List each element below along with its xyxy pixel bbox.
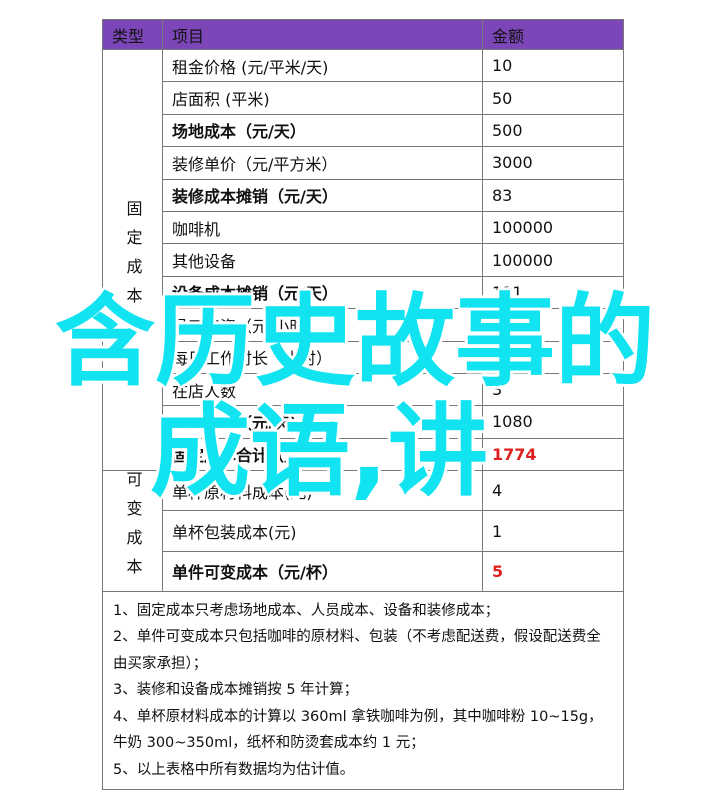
header-cell: 类型 xyxy=(102,19,163,50)
table-row: 单件可变成本（元/杯） 5 xyxy=(103,550,624,593)
table-row: 设备成本摊销（元/天） 111 xyxy=(103,275,624,310)
item-cell: 租金价格 (元/平米/天) xyxy=(162,48,483,83)
amount-cell: 30 xyxy=(482,308,624,342)
group-label: 可变成本 xyxy=(123,471,143,588)
header-row: 类型 项目 金额 xyxy=(102,19,624,50)
note: 3、装修和设备成本摊销按 5 年计算； xyxy=(113,682,359,699)
note: 2、单件可变成本只包括咖啡的原材料、包装（不考虑配送费，假设配送费全由买家承担）… xyxy=(113,629,601,672)
table-row: 其他设备 100000 xyxy=(103,243,624,277)
item-cell: 单件可变成本（元/杯） xyxy=(162,550,483,593)
amount-cell: 100000 xyxy=(482,243,624,277)
amount-cell: 4 xyxy=(482,470,624,512)
table-row: 装修成本摊销（元/天） 83 xyxy=(103,178,624,212)
header-cell: 金额 xyxy=(482,19,624,50)
item-cell: 场地成本（元/天） xyxy=(162,113,483,148)
note: 1、固定成本只考虑场地成本、人员成本、设备和装修成本； xyxy=(113,603,500,620)
item-cell: 单杯原材料成本(元) xyxy=(162,470,483,512)
table-row: 咖啡机 100000 xyxy=(103,210,624,245)
watermark: 成语,讲 xyxy=(150,393,488,510)
item-cell: 固定成本合计（元/天） xyxy=(162,437,483,472)
table-row: 单杯包装成本(元) 1 xyxy=(103,510,624,552)
table-row: 场地成本（元/天） 500 xyxy=(103,113,624,148)
table-row: 固定成本合计（元/天） 1774 xyxy=(103,437,624,472)
amount-cell: 5 xyxy=(482,550,624,593)
item-cell: 单杯包装成本(元) xyxy=(162,510,483,552)
header-cell: 项目 xyxy=(162,19,483,50)
notes-row: 1、固定成本只考虑场地成本、人员成本、设备和装修成本； 2、单件可变成本只包括咖啡… xyxy=(102,591,624,790)
item-cell: 其他设备 xyxy=(162,243,483,277)
amount-cell: 111 xyxy=(482,275,624,310)
item-cell: 咖啡机 xyxy=(162,210,483,245)
amount-cell: 10 xyxy=(482,48,624,83)
cost-table: 类型 项目 金额固定成本 租金价格 (元/平米/天) 10 店面积 (平米) 50 场地成本（… xyxy=(102,19,624,790)
table-row: 装修单价（元/平方米） 3000 xyxy=(103,146,624,180)
amount-cell: 1 xyxy=(482,510,624,552)
amount-cell: 3000 xyxy=(482,146,624,180)
amount-cell: 500 xyxy=(482,113,624,148)
group-cell: 可变成本 xyxy=(102,470,163,593)
watermark: 含历史故事的 xyxy=(55,283,655,400)
table-row: 在店人数 3 xyxy=(103,372,624,407)
table-row: 固定成本 租金价格 (元/平米/天) 10 xyxy=(102,48,624,472)
group-cell: 固定成本 xyxy=(102,48,163,472)
amount-cell: 50 xyxy=(482,81,624,115)
notes-cell: 1、固定成本只考虑场地成本、人员成本、设备和装修成本； 2、单件可变成本只包括咖啡… xyxy=(102,591,624,790)
item-cell: 店面积 (平米) xyxy=(162,81,483,115)
table-row: 员工工资（元/小时） 30 xyxy=(103,308,624,342)
table-row: 可变成本 单杯原材料成本(元) 4 xyxy=(102,470,624,593)
amount-cell: 1080 xyxy=(482,405,624,439)
group-label: 固定成本 xyxy=(123,200,143,317)
item-cell: 装修成本摊销（元/天） xyxy=(162,178,483,212)
note: 4、单杯原材料成本的计算以 360ml 拿铁咖啡为例，其中咖啡粉 10~15g，… xyxy=(113,708,603,752)
note: 5、以上表格中所有数据均为估计值。 xyxy=(113,761,355,778)
amount-cell: 100000 xyxy=(482,210,624,245)
table-row: 店面积 (平米) 50 xyxy=(103,81,624,115)
item-cell: 装修单价（元/平方米） xyxy=(162,146,483,180)
amount-cell: 83 xyxy=(482,178,624,212)
amount-cell: 1774 xyxy=(482,437,624,472)
item-cell: 员工工资（元/小时） xyxy=(162,308,483,342)
item-cell: 设备成本摊销（元/天） xyxy=(162,275,483,310)
